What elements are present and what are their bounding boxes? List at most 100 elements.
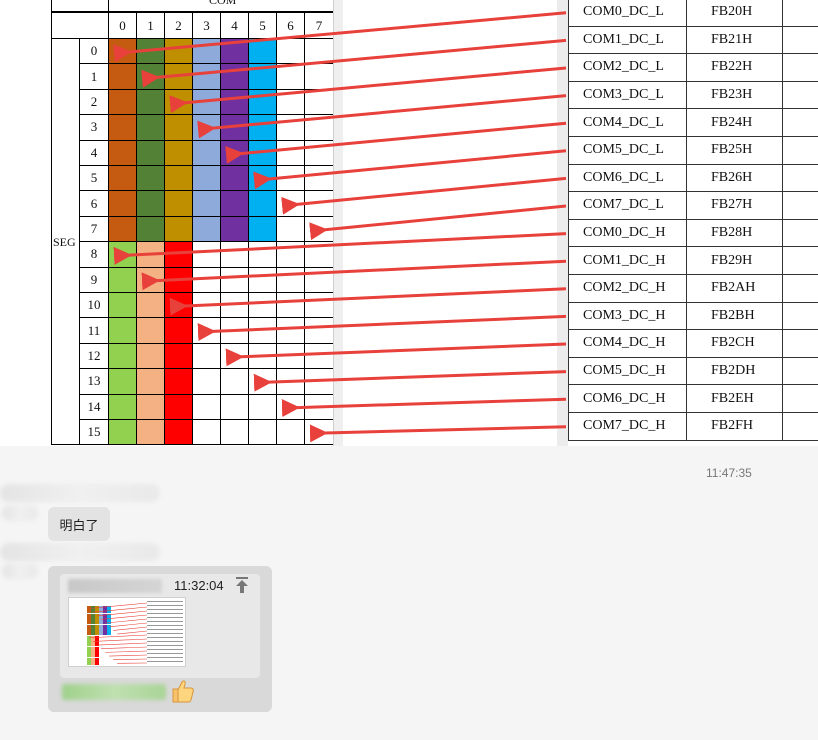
thumb-cell	[98, 624, 103, 629]
thumb-cell	[102, 635, 107, 640]
register-row: COM2_DC_H FB2AH	[568, 275, 818, 303]
thumb-cell	[86, 617, 91, 621]
blurred-avatar-name	[0, 484, 160, 502]
message-bubble[interactable]: 明白了	[48, 507, 110, 541]
thumb-cell	[98, 654, 103, 658]
thumb-cell	[110, 639, 115, 643]
blurred-avatar	[2, 505, 38, 521]
grid-cell	[220, 419, 249, 446]
grid-cell	[192, 419, 221, 446]
thumb-cell	[98, 628, 103, 632]
register-address: FB2EH	[711, 390, 754, 406]
thumb-cell	[110, 628, 115, 632]
thumb-cell	[98, 610, 103, 614]
grid-cell	[276, 419, 305, 446]
register-name: COM2_DC_L	[583, 59, 664, 75]
thumb-cell	[94, 606, 99, 610]
thumb-cell	[94, 632, 99, 636]
thumb-cell	[106, 654, 111, 658]
register-row: COM7_DC_H FB2FH	[568, 413, 818, 441]
thumb-cell	[114, 643, 119, 647]
grid-cell	[220, 393, 249, 420]
thumb-cell	[106, 606, 111, 610]
thumb-arrow	[93, 638, 148, 642]
thumb-cell	[114, 661, 119, 665]
register-name: COM6_DC_L	[583, 169, 664, 185]
thumb-table-line	[147, 661, 183, 662]
thumb-cell	[110, 661, 115, 665]
thumb-cell	[94, 646, 99, 651]
blurred-quoted-sender	[68, 579, 162, 593]
thumb-cell	[86, 606, 91, 610]
thumb-cell	[114, 635, 119, 640]
grid-cell	[108, 292, 137, 319]
thumb-table-line	[147, 633, 183, 634]
thumb-cell	[110, 606, 115, 610]
thumb-cell	[98, 632, 103, 636]
register-address: FB25H	[711, 142, 753, 158]
table-line	[782, 0, 783, 440]
mapping-arrow	[225, 342, 567, 367]
thumb-arrow	[97, 642, 148, 646]
shared-image[interactable]: 0 1 2 3 4 5 6 7 0 1 2 3 4 5 6 7 8 9 10 11 12 13 14 15 COM SEG COM…	[0, 0, 818, 446]
register-row: COM4_DC_H FB2CH	[568, 330, 818, 358]
image-gap	[0, 446, 818, 450]
thumb-cell	[102, 628, 107, 632]
thumb-table-line	[147, 649, 183, 650]
thumb-cell	[106, 610, 111, 614]
thumb-cell	[106, 613, 111, 618]
quoted-time: 11:32:04	[174, 578, 224, 593]
thumb-cell	[102, 606, 107, 610]
thumb-cell	[94, 617, 99, 621]
thumb-cell	[102, 657, 107, 662]
thumb-cell	[98, 661, 103, 665]
blurred-avatar	[2, 563, 38, 579]
quoted-image-thumbnail[interactable]	[68, 597, 186, 667]
thumb-table-line	[147, 625, 183, 626]
register-row: COM3_DC_L FB23H	[568, 82, 818, 110]
thumb-cell	[86, 646, 91, 651]
thumbs-up-icon	[172, 680, 194, 703]
thumb-cell	[86, 635, 91, 640]
seg-row-header: 0	[79, 38, 109, 65]
thumb-cell	[106, 617, 111, 621]
mapping-arrow	[197, 314, 567, 341]
thumb-cell	[94, 621, 99, 625]
thumb-cell	[102, 654, 107, 658]
thumb-cell	[114, 617, 119, 621]
register-address: FB22H	[711, 59, 753, 75]
register-address: FB2FH	[711, 418, 754, 434]
thumb-cell	[90, 624, 95, 629]
mapping-arrow	[281, 397, 567, 418]
thumb-table-line	[147, 637, 183, 638]
thumb-cell	[86, 621, 91, 625]
thumb-cell	[86, 639, 91, 643]
thumb-cell	[90, 617, 95, 621]
thumb-cell	[86, 657, 91, 662]
thumb-cell	[110, 613, 115, 618]
thumb-cell	[90, 639, 95, 643]
mapping-arrow	[141, 259, 567, 291]
pin-top-icon[interactable]	[235, 577, 249, 593]
register-name: COM7_DC_L	[583, 197, 664, 213]
mapping-arrow	[113, 11, 567, 63]
thumb-cell	[102, 632, 107, 636]
thumb-cell	[90, 628, 95, 632]
grid-cell	[248, 215, 277, 243]
thumb-cell	[90, 610, 95, 614]
thumb-cell	[106, 639, 111, 643]
blurred-reaction-text	[62, 684, 166, 700]
thumb-table-line	[147, 601, 183, 602]
thumb-cell	[102, 650, 107, 654]
thumb-table-line	[147, 653, 183, 654]
register-address: FB2CH	[711, 335, 755, 351]
thumb-arrow	[109, 622, 148, 628]
thumb-cell	[110, 621, 115, 625]
thumb-cell	[110, 632, 115, 636]
thumb-cell	[98, 621, 103, 625]
thumb-cell	[110, 617, 115, 621]
register-name: COM5_DC_L	[583, 142, 664, 158]
thumb-arrow	[88, 602, 148, 609]
thumb-cell	[90, 632, 95, 636]
thumb-cell	[94, 654, 99, 658]
